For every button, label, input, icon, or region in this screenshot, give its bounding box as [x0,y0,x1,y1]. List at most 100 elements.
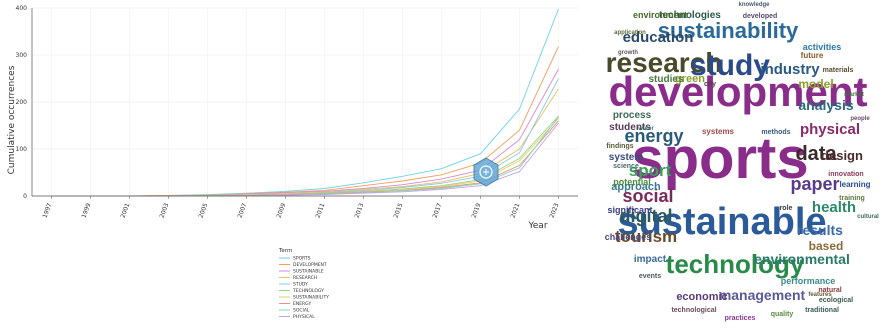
cloud-word: application [614,30,646,36]
cloud-word: events [639,273,661,280]
legend-entry: RESEARCH [293,275,317,281]
cloud-word: data [795,143,837,165]
y-tick-label: 400 [16,5,28,12]
cloud-word: activities [803,42,842,52]
x-tick-label: 1997 [42,202,54,219]
cloud-word: knowledge [738,2,770,8]
cloud-word: potential [613,177,651,187]
cloud-word: environment [633,10,687,20]
cloud-word: traditional [805,307,839,314]
cloud-word: studies [648,74,683,85]
cloud-word: based [809,239,844,253]
cloud-word: city [704,81,716,88]
word-cloud: sportsdevelopmentsustainableresearchstud… [605,2,879,322]
cloud-word: environmental [754,251,850,267]
chart-axes [31,8,578,197]
cloud-word: science [613,163,639,170]
cloud-word: future [801,51,824,60]
cloud-word: ecological [819,297,853,304]
legend-entry: ENERGY [293,301,311,307]
legend-entry: SOCIAL [293,308,310,314]
cloud-word: market [844,92,864,98]
cloud-word: design [821,148,863,163]
cloud-word: process [613,110,652,121]
cloud-word: system [609,152,644,163]
cloud-word: technologies [659,10,721,21]
cloud-word: significant [607,205,652,215]
x-tick-label: 1999 [81,202,93,219]
cloud-word: systems [702,127,735,136]
cloud-word: quality [771,311,794,318]
cloud-word: sports [631,126,808,191]
cloud-word: economic [676,291,727,303]
cloud-word: digital [620,206,673,226]
cloud-word: students [609,122,651,133]
cloud-word: sustainable [617,201,826,243]
y-axis-label: Cumulative occurrences [7,65,17,174]
x-tick-label: 2009 [276,202,288,219]
cloud-word: learning [839,180,870,189]
legend-entry: PHYSICAL [293,314,315,320]
cloud-word: study [690,49,770,82]
legend-entry: STUDY [293,282,308,288]
x-axis-label: Year [527,221,547,231]
cloud-word: challenges [605,232,652,242]
cloud-word: green [675,73,705,85]
x-tick-label: 2023 [549,202,561,219]
cloud-word: water [637,126,654,132]
cloud-word: physical [800,121,860,138]
cloud-word: sustainability [658,18,799,43]
cloud-word: industry [760,61,820,78]
cloud-word: role [780,205,793,212]
y-tick-labels: 0 100 200 300 400 [16,5,28,200]
cloud-word: developed [743,13,778,20]
cloud-word: tourism [615,227,677,246]
legend-entry: DEVELOPMENT [293,262,327,268]
cloud-word: findings [606,143,633,150]
y-tick-label: 300 [16,52,28,59]
cloud-word: paper [790,174,839,194]
cloud-word: development [608,68,867,115]
x-tick-label: 2015 [393,202,405,219]
cloud-word: approach [611,181,661,193]
cloud-word: sport [629,161,672,180]
cloud-word: health [812,199,856,216]
cumulative-occurrences-chart: 1997 1999 2001 2003 2005 2007 2009 2011 2013 2015… [7,5,578,320]
cloud-word: growth [618,50,638,56]
cloud-word: technological [671,307,716,314]
y-tick-label: 200 [16,99,28,106]
cloud-word: analysis [798,97,853,113]
cloud-word: impact [634,254,667,265]
x-tick-label: 2007 [237,202,249,219]
y-tick-label: 100 [16,146,28,153]
legend-entry: SUSTAINABLE [293,269,324,275]
cloud-word: cultural [857,214,879,220]
cloud-word: performance [781,276,836,286]
cloud-word: research [606,47,723,78]
watermark-badge-icon [473,157,499,187]
cloud-word: training [839,195,865,202]
legend-entry: SPORTS [293,256,311,262]
cloud-word: innovation [828,171,863,178]
cloud-word: materials [823,67,854,74]
cloud-word: education [623,29,694,46]
cloud-word: social [622,186,673,206]
x-tick-label: 2003 [159,202,171,219]
cloud-word: natural [818,287,841,294]
x-tick-label: 2021 [510,202,522,219]
cloud-word: features [808,292,832,298]
x-tick-labels: 1997 1999 2001 2003 2005 2007 2009 2011 2013 2015… [42,196,561,219]
x-tick-label: 2013 [354,202,366,219]
x-tick-label: 2001 [120,202,132,219]
cloud-word: results [797,222,843,238]
chart-legend: Term SPORTSDEVELOPMENTSUSTAINABLERESEARC… [278,248,329,320]
cloud-word: model [798,77,833,91]
legend-title: Term [278,248,292,254]
legend-entry: TECHNOLOGY [292,288,324,294]
legend-entry: SUSTAINABILITY [293,295,329,301]
chart-grid [32,7,578,197]
y-tick-label: 0 [23,193,27,200]
x-tick-label: 2011 [315,202,327,219]
x-tick-label: 2005 [198,202,210,219]
cloud-word: technology [666,249,805,279]
